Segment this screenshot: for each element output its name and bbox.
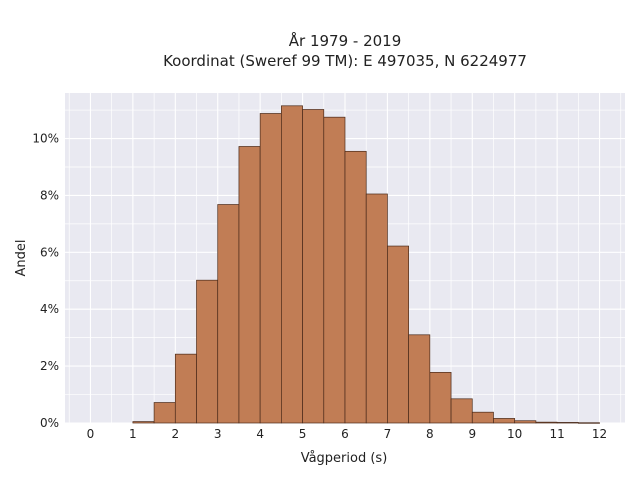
x-tick-label: 7 bbox=[384, 427, 392, 441]
chart-title: År 1979 - 2019 Koordinat (Sweref 99 TM):… bbox=[163, 31, 527, 70]
histogram-bar bbox=[238, 146, 261, 424]
chart-title-line-1: År 1979 - 2019 bbox=[289, 31, 402, 50]
histogram-bar bbox=[153, 402, 176, 424]
histogram-bar bbox=[535, 421, 558, 424]
x-axis-ticks: 0 1 2 3 4 5 6 7 8 9 10 11 12 bbox=[87, 427, 608, 441]
y-tick-label: 10% bbox=[32, 132, 59, 146]
y-tick-label: 6% bbox=[40, 245, 59, 259]
histogram-bar bbox=[132, 421, 155, 424]
histogram-bar bbox=[387, 245, 409, 424]
histogram-bar bbox=[344, 150, 367, 424]
histogram-bar bbox=[471, 411, 494, 424]
y-tick-label: 2% bbox=[40, 359, 59, 373]
x-axis-label: Vågperiod (s) bbox=[301, 451, 388, 466]
histogram-bar bbox=[429, 372, 452, 424]
histogram-bar bbox=[408, 334, 431, 424]
histogram-bar bbox=[174, 353, 197, 424]
histogram-bar bbox=[450, 398, 473, 424]
x-tick-label: 10 bbox=[507, 427, 522, 441]
histogram-bar bbox=[281, 105, 303, 424]
x-tick-label: 9 bbox=[468, 427, 476, 441]
histogram-bar bbox=[196, 279, 219, 424]
y-tick-label: 4% bbox=[40, 302, 59, 316]
x-tick-label: 12 bbox=[592, 427, 607, 441]
x-tick-label: 1 bbox=[129, 427, 137, 441]
x-tick-label: 4 bbox=[256, 427, 264, 441]
histogram-bar bbox=[259, 113, 282, 424]
y-tick-label: 0% bbox=[40, 416, 59, 430]
histogram-bar bbox=[365, 193, 388, 424]
x-tick-label: 5 bbox=[299, 427, 307, 441]
histogram-bar bbox=[493, 418, 516, 424]
histogram-bar bbox=[217, 204, 240, 424]
histogram-bar bbox=[556, 422, 579, 424]
histogram-bars bbox=[132, 105, 600, 424]
x-tick-label: 6 bbox=[341, 427, 349, 441]
y-axis-ticks: 0% 2% 4% 6% 8% 10% bbox=[32, 132, 59, 430]
histogram-bar bbox=[323, 116, 346, 424]
x-tick-label: 3 bbox=[214, 427, 222, 441]
histogram-bar bbox=[514, 420, 537, 424]
y-axis-label: Andel bbox=[14, 240, 29, 277]
x-tick-label: 0 bbox=[87, 427, 95, 441]
y-tick-label: 8% bbox=[40, 188, 59, 202]
x-tick-label: 8 bbox=[426, 427, 434, 441]
x-tick-label: 11 bbox=[549, 427, 564, 441]
chart-title-line-2: Koordinat (Sweref 99 TM): E 497035, N 62… bbox=[163, 52, 527, 70]
histogram-bar bbox=[577, 422, 600, 424]
x-tick-label: 2 bbox=[171, 427, 179, 441]
histogram-bar bbox=[302, 109, 325, 424]
